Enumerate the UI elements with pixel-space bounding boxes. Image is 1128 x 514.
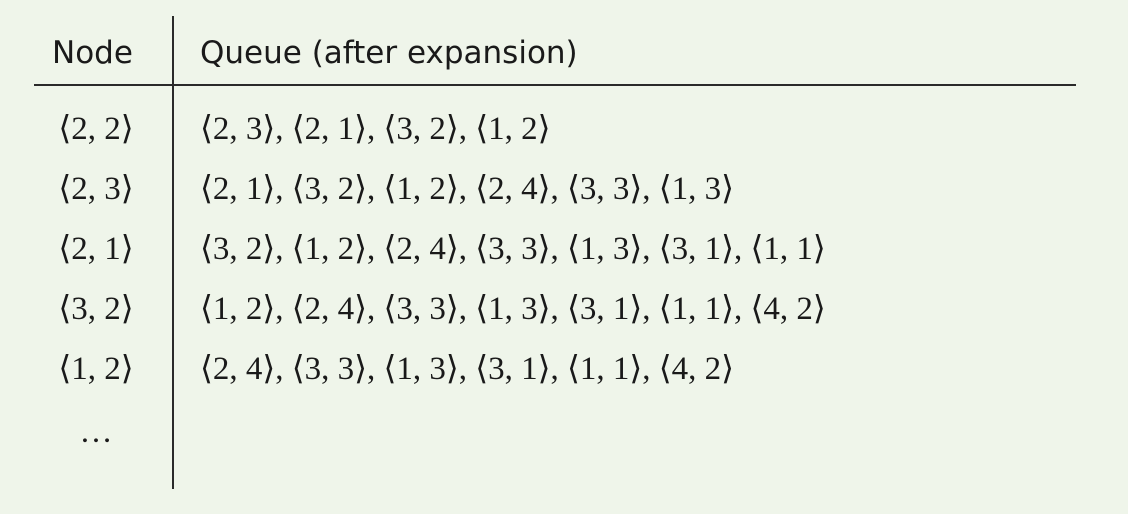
table-row: ⟨2, 2⟩ ⟨2, 3⟩, ⟨2, 1⟩, ⟨3, 2⟩, ⟨1, 2⟩ <box>0 99 1128 159</box>
table-row: ⟨2, 1⟩ ⟨3, 2⟩, ⟨1, 2⟩, ⟨2, 4⟩, ⟨3, 3⟩, ⟨… <box>0 219 1128 279</box>
node-cell: ⟨3, 2⟩ <box>58 291 134 327</box>
queue-cell: ⟨2, 4⟩, ⟨3, 3⟩, ⟨1, 3⟩, ⟨3, 1⟩, ⟨1, 1⟩, … <box>200 351 734 387</box>
header-node: Node <box>52 35 133 71</box>
node-cell: ⟨1, 2⟩ <box>58 351 134 387</box>
queue-cell: ⟨2, 3⟩, ⟨2, 1⟩, ⟨3, 2⟩, ⟨1, 2⟩ <box>200 111 551 147</box>
table-row: … <box>0 399 1128 459</box>
table-row: ⟨2, 3⟩ ⟨2, 1⟩, ⟨3, 2⟩, ⟨1, 2⟩, ⟨2, 4⟩, ⟨… <box>0 159 1128 219</box>
queue-cell: ⟨1, 2⟩, ⟨2, 4⟩, ⟨3, 3⟩, ⟨1, 3⟩, ⟨3, 1⟩, … <box>200 291 826 327</box>
header-rule <box>34 84 1076 86</box>
node-cell-ellipsis: … <box>79 414 113 450</box>
queue-cell: ⟨3, 2⟩, ⟨1, 2⟩, ⟨2, 4⟩, ⟨3, 3⟩, ⟨1, 3⟩, … <box>200 231 826 267</box>
header-queue: Queue (after expansion) <box>200 35 578 71</box>
table-row: ⟨1, 2⟩ ⟨2, 4⟩, ⟨3, 3⟩, ⟨1, 3⟩, ⟨3, 1⟩, ⟨… <box>0 339 1128 399</box>
node-cell: ⟨2, 1⟩ <box>58 231 134 267</box>
node-cell: ⟨2, 3⟩ <box>58 171 134 207</box>
queue-cell: ⟨2, 1⟩, ⟨3, 2⟩, ⟨1, 2⟩, ⟨2, 4⟩, ⟨3, 3⟩, … <box>200 171 734 207</box>
column-divider <box>172 16 174 489</box>
table-row: ⟨3, 2⟩ ⟨1, 2⟩, ⟨2, 4⟩, ⟨3, 3⟩, ⟨1, 3⟩, ⟨… <box>0 279 1128 339</box>
node-cell: ⟨2, 2⟩ <box>58 111 134 147</box>
